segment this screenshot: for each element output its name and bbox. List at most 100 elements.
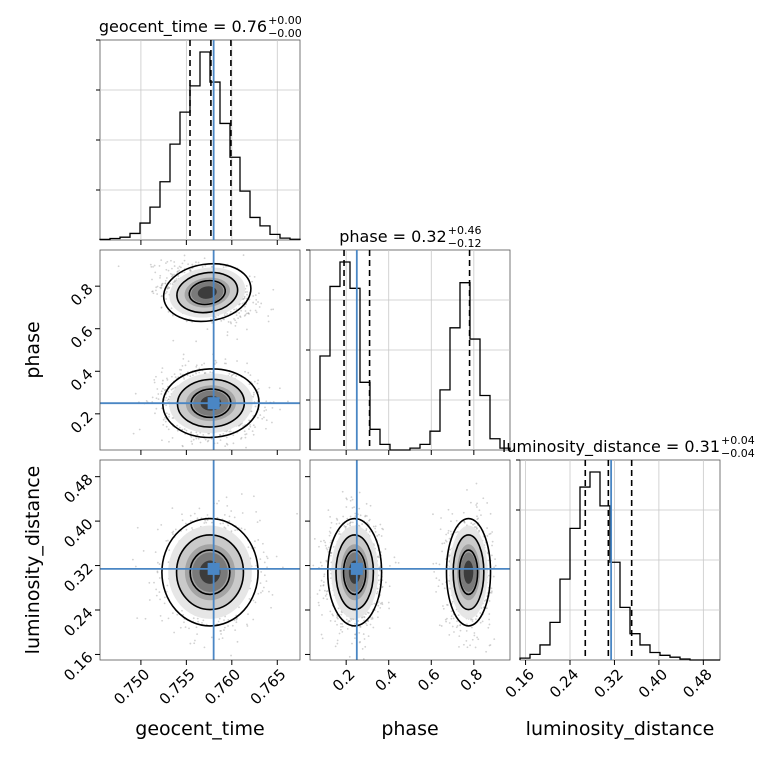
sample-point: [223, 266, 225, 268]
sample-point: [197, 618, 199, 620]
sample-point: [156, 397, 158, 399]
sample-point: [326, 549, 328, 551]
sample-point: [347, 628, 349, 630]
sample-point: [157, 562, 159, 564]
sample-point: [226, 431, 228, 433]
sample-point: [322, 637, 324, 639]
sample-point: [470, 502, 472, 504]
sample-point: [247, 613, 249, 615]
panel-title: geocent_time = 0.76: [99, 17, 267, 37]
sample-point: [467, 646, 469, 648]
sample-point: [379, 607, 381, 609]
sample-point: [168, 414, 170, 416]
sample-point: [180, 627, 182, 629]
sample-point: [182, 358, 184, 360]
sample-point: [476, 518, 478, 520]
sample-point: [189, 643, 191, 645]
sample-point: [252, 295, 254, 297]
sample-point: [475, 504, 477, 506]
sample-point: [155, 551, 157, 553]
sample-point: [222, 637, 224, 639]
sample-point: [255, 511, 257, 513]
sample-point: [385, 582, 387, 584]
hist-panel-geocent_time: [96, 40, 300, 240]
title-subscript: −0.12: [448, 237, 482, 250]
sample-point: [230, 510, 232, 512]
sample-point: [336, 519, 338, 521]
sample-point: [451, 615, 453, 617]
sample-point: [266, 566, 268, 568]
sample-point: [342, 491, 344, 493]
sample-point: [382, 586, 384, 588]
sample-point: [176, 278, 178, 280]
sample-point: [233, 309, 235, 311]
sample-point: [196, 364, 198, 366]
sample-point: [377, 616, 379, 618]
sample-point: [244, 430, 246, 432]
sample-point: [180, 373, 182, 375]
sample-point: [151, 279, 153, 281]
sample-point: [258, 388, 260, 390]
sample-point: [352, 499, 354, 501]
sample-point: [463, 521, 465, 523]
sample-point: [190, 520, 192, 522]
sample-point: [364, 638, 366, 640]
sample-point: [495, 565, 497, 567]
sample-point: [443, 608, 445, 610]
sample-point: [336, 643, 338, 645]
sample-point: [189, 269, 191, 271]
sample-point: [259, 558, 261, 560]
sample-point: [368, 666, 370, 668]
sample-point: [486, 502, 488, 504]
sample-point: [257, 539, 259, 541]
sample-point: [212, 452, 214, 454]
sample-point: [347, 523, 349, 525]
sample-point: [177, 267, 179, 269]
sample-point: [219, 630, 221, 632]
sample-point: [165, 298, 167, 300]
sample-point: [224, 627, 226, 629]
sample-point: [305, 611, 307, 613]
sample-point: [153, 582, 155, 584]
sample-point: [433, 571, 435, 573]
panel-title: luminosity_distance = 0.31: [502, 437, 720, 457]
sample-point: [247, 625, 249, 627]
sample-point: [218, 500, 220, 502]
sample-point: [203, 522, 205, 524]
sample-point: [486, 535, 488, 537]
sample-point: [186, 320, 188, 322]
sample-point: [377, 591, 379, 593]
sample-point: [244, 434, 246, 436]
sample-point: [255, 294, 257, 296]
sample-point: [480, 622, 482, 624]
sample-point: [323, 584, 325, 586]
sample-point: [381, 602, 383, 604]
sample-point: [228, 321, 230, 323]
sample-point: [447, 532, 449, 534]
sample-point: [254, 276, 256, 278]
sample-point: [389, 585, 391, 587]
sample-point: [177, 275, 179, 277]
title-subscript: −0.00: [268, 27, 302, 40]
scatter-panel-phase-luminosity_distance: [305, 460, 510, 667]
sample-point: [239, 303, 241, 305]
sample-point: [321, 565, 323, 567]
sample-point: [236, 360, 238, 362]
sample-point: [340, 626, 342, 628]
sample-point: [139, 429, 141, 431]
sample-point: [200, 442, 202, 444]
sample-point: [186, 430, 188, 432]
sample-point: [346, 499, 348, 501]
sample-point: [340, 614, 342, 616]
sample-point: [154, 272, 156, 274]
sample-point: [354, 623, 356, 625]
sample-point: [259, 520, 261, 522]
sample-point: [249, 588, 251, 590]
sample-point: [476, 483, 478, 485]
sample-point: [229, 515, 231, 517]
sample-point: [257, 383, 259, 385]
truth-marker: [208, 397, 220, 409]
sample-point: [165, 421, 167, 423]
sample-point: [191, 527, 193, 529]
sample-point: [463, 512, 465, 514]
